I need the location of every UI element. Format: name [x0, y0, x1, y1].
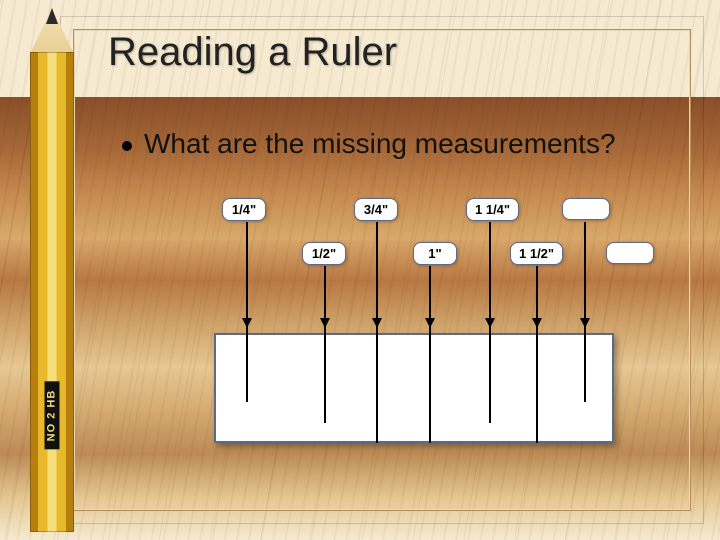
arrowhead-icon	[425, 318, 435, 328]
arrowhead-icon	[372, 318, 382, 328]
tick-line	[376, 222, 378, 443]
ruler-box	[214, 333, 614, 443]
tick-line	[429, 266, 431, 443]
arrowhead-icon	[242, 318, 252, 328]
arrowhead-icon	[485, 318, 495, 328]
bullet-question: What are the missing measurements?	[122, 128, 616, 160]
measurement-label-blank	[562, 198, 610, 220]
bullet-text: What are the missing measurements?	[144, 128, 616, 159]
pencil-graphic: NO 2 HB	[30, 8, 74, 532]
ruler-diagram: 1/4" 3/4" 1 1/4" 1/2" 1" 1 1/2"	[184, 198, 654, 478]
pencil-brand-label: NO 2 HB	[45, 382, 60, 450]
tick-line	[324, 266, 326, 423]
tick-line	[246, 222, 248, 402]
bullet-icon	[122, 141, 132, 151]
measurement-label: 1/4"	[222, 198, 266, 221]
tick-line	[536, 266, 538, 443]
page-title: Reading a Ruler	[108, 30, 397, 75]
measurement-label: 3/4"	[354, 198, 398, 221]
measurement-label-blank	[606, 242, 654, 264]
arrowhead-icon	[532, 318, 542, 328]
arrowhead-icon	[580, 318, 590, 328]
tick-line	[584, 222, 586, 402]
measurement-label: 1"	[413, 242, 457, 265]
arrowhead-icon	[320, 318, 330, 328]
measurement-label: 1/2"	[302, 242, 346, 265]
measurement-label: 1 1/4"	[466, 198, 519, 221]
measurement-label: 1 1/2"	[510, 242, 563, 265]
